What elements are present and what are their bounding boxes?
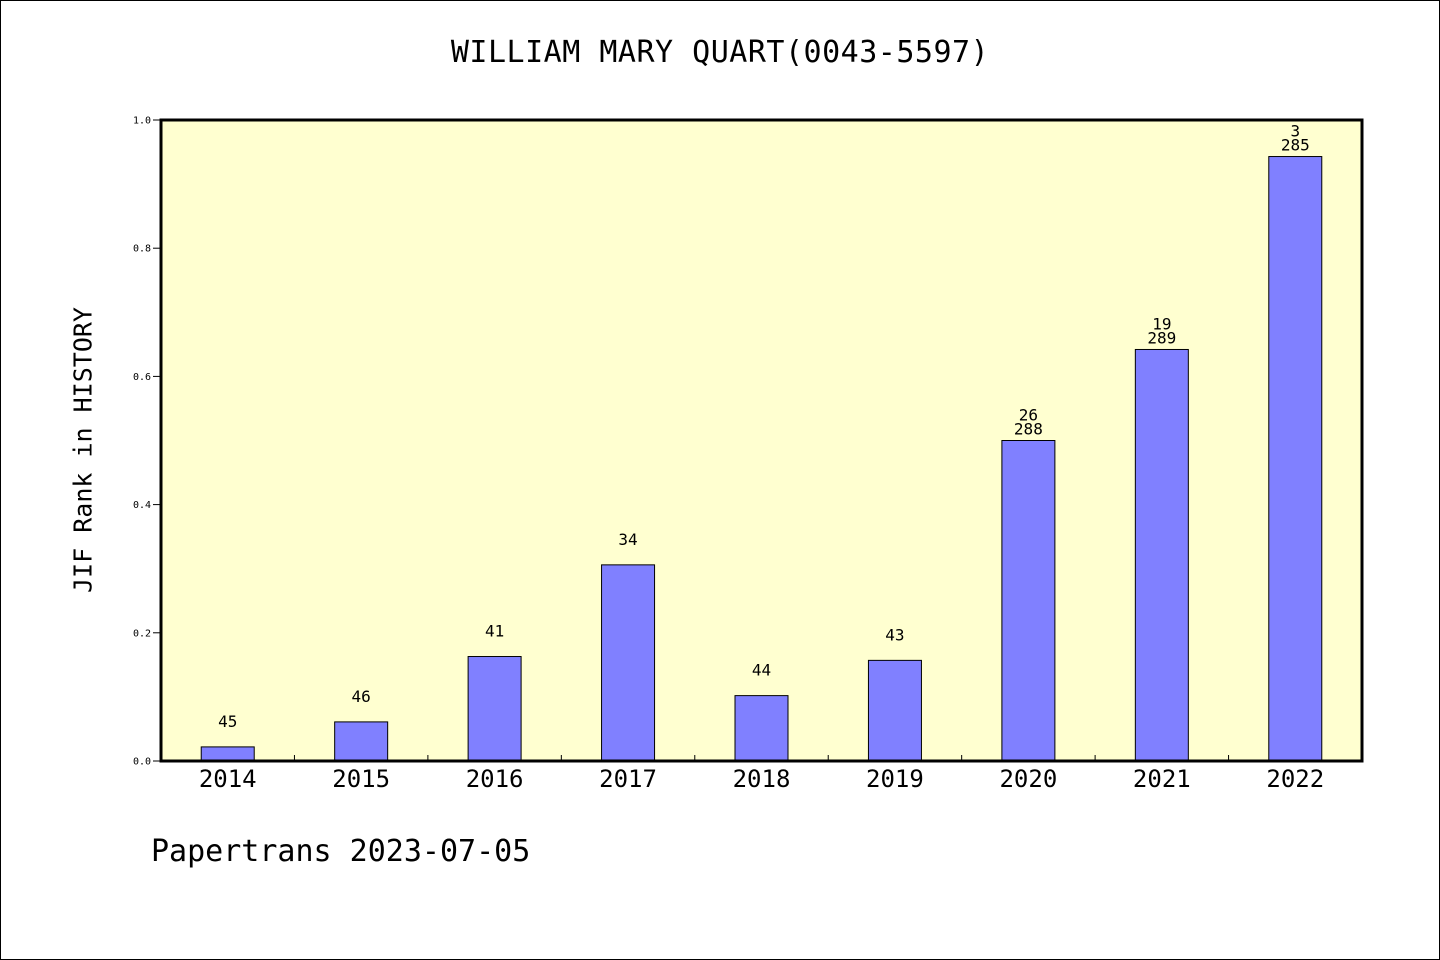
x-tick-label: 2014 [199, 765, 257, 793]
data-label: 46 [352, 687, 371, 706]
bar [1134, 348, 1189, 762]
y-tick-label: 0.0 [133, 757, 151, 768]
data-label-top: 19 [1152, 314, 1171, 333]
data-label-bottom: 289 [1147, 328, 1176, 347]
bar [334, 721, 389, 762]
bar [734, 695, 789, 762]
y-tick-label: 0.2 [133, 628, 151, 639]
y-axis: 0.0 0.2 0.4 0.6 0.8 1.0 [133, 116, 161, 768]
x-tick-label: 2018 [733, 765, 791, 793]
bar [867, 659, 922, 762]
y-tick-label: 0.6 [133, 372, 151, 383]
data-label: 45 [218, 712, 237, 731]
x-tick-label: 2022 [1266, 765, 1324, 793]
x-tick-label: 2021 [1133, 765, 1191, 793]
bar [1001, 440, 1056, 762]
y-tick-label: 0.8 [133, 244, 151, 255]
data-label-bottom: 285 [1281, 136, 1310, 155]
data-label: 41 [485, 622, 504, 641]
y-tick-label: 1.0 [133, 116, 151, 127]
x-tick-label: 2020 [999, 765, 1057, 793]
data-label-top: 26 [1019, 406, 1038, 425]
bars-group [200, 156, 1323, 762]
bar [1268, 156, 1323, 762]
data-label: 43 [885, 625, 904, 644]
chart-title: WILLIAM MARY QUART(0043-5597) [450, 35, 990, 70]
data-label-bottom: 288 [1014, 420, 1043, 439]
y-tick-label: 0.4 [133, 500, 151, 511]
x-tick-label: 2019 [866, 765, 924, 793]
bar [200, 746, 255, 762]
x-tick-label: 2016 [466, 765, 524, 793]
data-label: 44 [752, 661, 771, 680]
bar [601, 564, 656, 762]
data-label: 34 [618, 530, 637, 549]
data-label-top: 3 [1290, 122, 1300, 141]
x-axis: 2014 2015 2016 2017 2018 2019 2020 2021 2022 [199, 755, 1324, 793]
x-tick-label: 2017 [599, 765, 657, 793]
x-tick-label: 2015 [332, 765, 390, 793]
plot-border [159, 118, 1364, 763]
bar [467, 656, 522, 762]
footer-credit: Papertrans 2023-07-05 [151, 834, 531, 869]
